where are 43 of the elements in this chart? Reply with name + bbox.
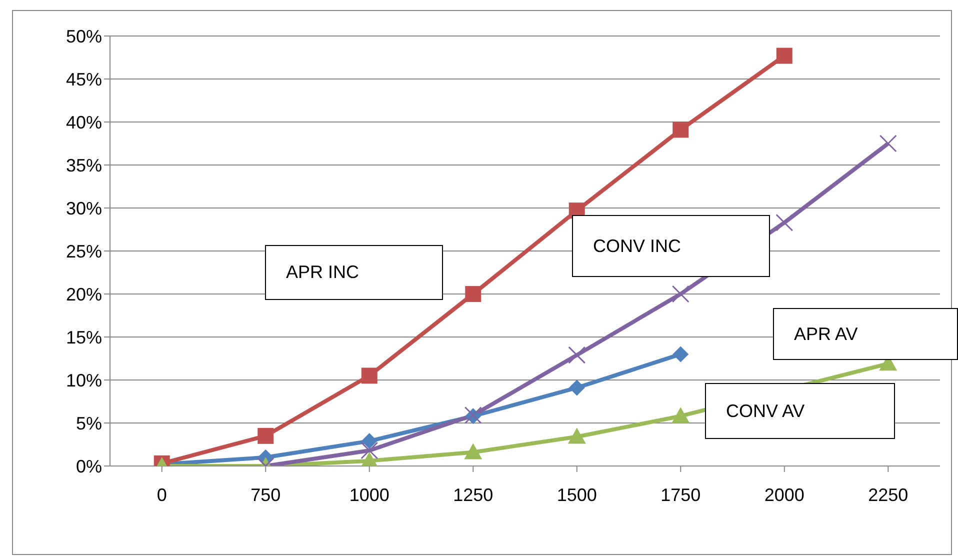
point — [258, 428, 274, 444]
x-tick-label: 1750 — [660, 484, 701, 505]
y-tick-label: 45% — [66, 69, 102, 90]
point — [568, 428, 586, 444]
x-tick-label: 0 — [156, 484, 167, 505]
point — [568, 346, 586, 364]
point — [672, 407, 690, 424]
x-tick-label: 2000 — [764, 484, 804, 505]
annotation: APR AV — [794, 324, 858, 344]
y-tick-label: 5% — [76, 413, 102, 434]
point — [465, 286, 482, 302]
callout-box: CONV AV — [705, 383, 895, 439]
x-tick-label: 750 — [250, 484, 281, 505]
point — [776, 48, 792, 64]
y-tick-label: 0% — [76, 456, 102, 476]
point — [464, 443, 482, 460]
point — [879, 134, 897, 152]
point — [361, 433, 378, 450]
point — [776, 214, 794, 232]
callout-box: APR AV — [773, 308, 958, 360]
y-tick-label: 30% — [66, 198, 102, 218]
point — [361, 368, 378, 384]
y-tick-label: 10% — [66, 370, 102, 390]
y-tick-label: 20% — [66, 284, 102, 304]
y-tick-label: 35% — [66, 155, 102, 176]
x-tick-label: 2250 — [868, 484, 908, 505]
x-tick-label: 1000 — [349, 484, 390, 505]
y-tick-label: 25% — [66, 241, 102, 262]
point — [672, 346, 689, 362]
x-tick-label: 1250 — [453, 484, 494, 505]
callout-box: APR INC — [265, 245, 443, 300]
annotation: CONV INC — [593, 236, 682, 256]
annotation: CONV AV — [726, 400, 805, 422]
annotation: APR INC — [286, 262, 360, 283]
point — [672, 122, 689, 138]
y-tick-label: 40% — [66, 112, 102, 132]
x-tick-label: 1500 — [556, 484, 597, 505]
y-tick-label: 15% — [66, 327, 102, 348]
point — [568, 380, 585, 396]
point — [672, 285, 690, 303]
point — [360, 442, 378, 460]
y-tick-label: 50% — [66, 26, 102, 46]
callout-box: CONV INC — [572, 215, 770, 277]
